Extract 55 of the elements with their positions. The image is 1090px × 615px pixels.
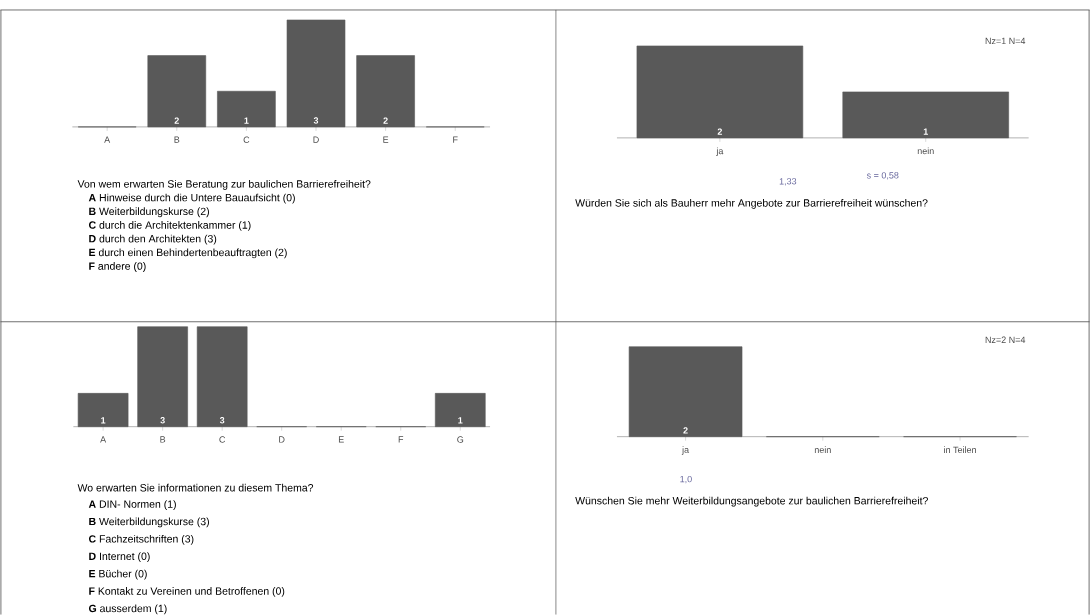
bar — [217, 90, 276, 128]
text: E durch einen Behindertenbeauftragten (2) — [89, 248, 287, 259]
text: 1,33 — [779, 178, 797, 186]
text: Von wem erwarten Sie Beratung zur baulichen Barrierefreiheit? — [77, 180, 371, 190]
x-tick-label: ja — [681, 446, 690, 455]
text: 1,0 — [680, 475, 692, 484]
data-label: 2 — [174, 117, 179, 124]
x-tick-label: nein — [814, 446, 831, 453]
bar — [286, 19, 346, 128]
x-tick-label: B — [174, 136, 180, 143]
x-tick-label: F — [398, 436, 404, 443]
x-tick-label: C — [219, 436, 226, 443]
text: A Hinweise durch die Untere Bauaufsicht (0) — [88, 193, 295, 204]
data-label: 3 — [219, 417, 225, 424]
bar — [147, 55, 207, 128]
x-tick-label: B — [160, 436, 166, 443]
data-label: 2 — [383, 117, 388, 124]
text: Nz=2 N=4 — [985, 336, 1026, 343]
text: s = 0,58 — [866, 172, 899, 180]
x-tick-label: A — [100, 436, 107, 443]
x-tick-label: E — [383, 136, 389, 143]
text: B Weiterbildungskurse (3) — [89, 517, 209, 528]
text: F Kontakt zu Vereinen und Betroffenen (0) — [89, 587, 285, 597]
data-label: 3 — [160, 417, 165, 424]
data-label: 2 — [717, 128, 723, 135]
text: F andere (0) — [89, 262, 146, 272]
x-tick-label: D — [279, 436, 285, 443]
text: Wünschen Sie mehr Weiterbildungsangebote zur baulichen Barrierefreiheit? — [575, 496, 928, 507]
data-label: 1 — [244, 117, 249, 124]
x-tick-label: ja — [716, 147, 724, 156]
data-label: 3 — [313, 117, 319, 124]
text: E Bücher (0) — [89, 569, 147, 580]
x-tick-label: nein — [917, 147, 934, 155]
text: C durch die Architektenkammer (1) — [88, 221, 251, 231]
text: A DIN- Normen (1) — [88, 500, 176, 510]
x-tick-label: in Teilen — [944, 446, 976, 453]
text: B Weiterbildungskurse (2) — [89, 207, 209, 218]
bar — [356, 55, 415, 128]
x-tick-label: C — [243, 136, 250, 143]
text: Würden Sie sich als Bauherr mehr Angebote zur Barrierefreiheit wünschen? — [575, 198, 928, 209]
text: Nz=1 N=4 — [985, 37, 1026, 45]
x-tick-label: A — [104, 136, 111, 143]
text: D Internet (0) — [89, 552, 150, 563]
x-tick-label: E — [338, 436, 344, 443]
text: Wo erwarten Sie informationen zu diesem Thema? — [77, 483, 314, 492]
x-tick-label: F — [453, 136, 458, 143]
x-tick-label: G — [457, 436, 464, 443]
text: D durch den Architekten (3) — [89, 234, 217, 245]
data-label: 1 — [458, 417, 463, 424]
text: C Fachzeitschriften (3) — [88, 534, 194, 545]
data-label: 2 — [683, 427, 688, 434]
text: G ausserdem (1) — [88, 604, 167, 615]
x-tick-label: D — [313, 136, 319, 143]
data-label: 1 — [923, 128, 928, 135]
data-label: 1 — [101, 417, 106, 424]
